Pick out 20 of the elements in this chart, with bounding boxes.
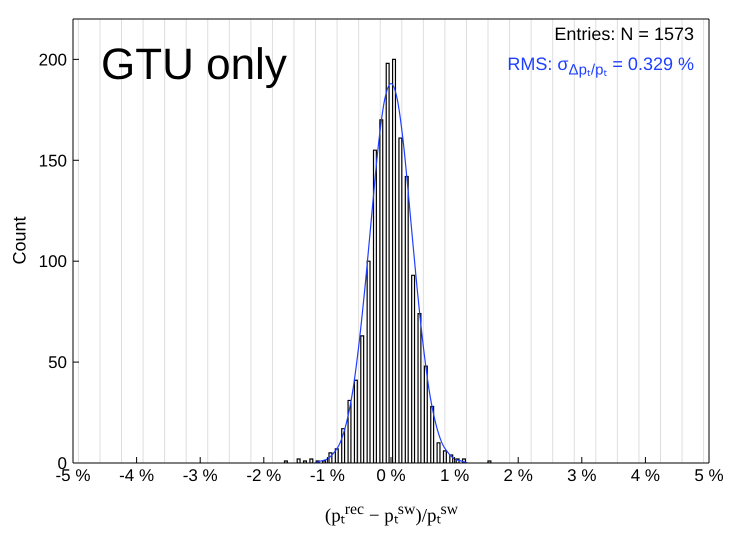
- x-tick-label: -1 %: [310, 466, 345, 486]
- x-tick-label: -3 %: [182, 466, 218, 486]
- x-axis-title: (pₜ$^{rec}$ − pₜ$^{sw}$)/pₜ$^{sw}$: [324, 501, 460, 528]
- x-tick-label: -4 %: [119, 466, 154, 486]
- annotation: RMS: σ$_{Δpₜ/pₜ}$ = 0.329 %: [507, 54, 694, 79]
- y-tick-label: 50: [48, 353, 67, 372]
- x-tick-label: 5 %: [694, 466, 724, 486]
- x-tick-label: 2 %: [504, 466, 533, 486]
- y-tick-label: 150: [38, 151, 67, 170]
- x-tick-label: 0 %: [376, 466, 406, 486]
- y-tick-label: 100: [38, 252, 67, 272]
- line-series: [314, 82, 468, 463]
- y-tick-label: 200: [38, 50, 67, 70]
- text: GTU only: [101, 40, 287, 90]
- x-tick-label: 3 %: [567, 466, 596, 486]
- x-tick-label: 4 %: [630, 466, 660, 486]
- x-tick-label: -2 %: [246, 466, 282, 486]
- y-axis-title: Count: [10, 216, 30, 265]
- x-tick-label: 1 %: [440, 466, 470, 486]
- annotation: Entries: N = 1573: [554, 24, 694, 45]
